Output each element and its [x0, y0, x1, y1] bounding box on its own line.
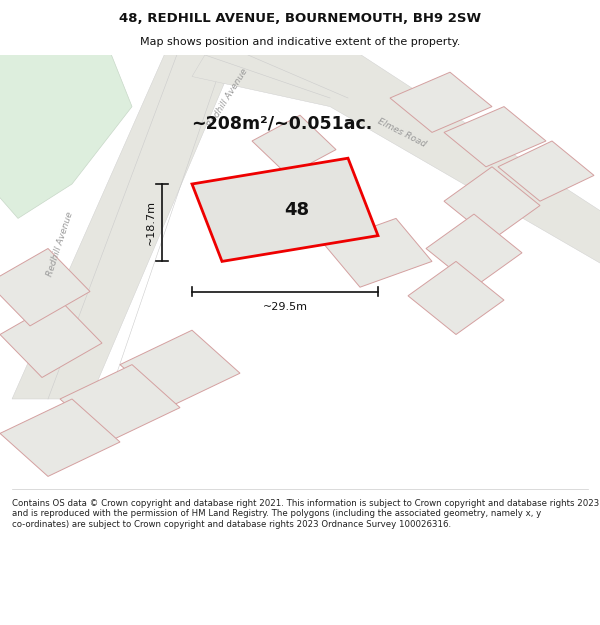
Polygon shape: [0, 399, 120, 476]
Text: Contains OS data © Crown copyright and database right 2021. This information is : Contains OS data © Crown copyright and d…: [12, 499, 599, 529]
Polygon shape: [426, 214, 522, 288]
Polygon shape: [444, 107, 546, 167]
Polygon shape: [498, 141, 594, 201]
Polygon shape: [12, 46, 240, 399]
Polygon shape: [120, 330, 240, 408]
Polygon shape: [324, 218, 432, 288]
Text: ~208m²/~0.051ac.: ~208m²/~0.051ac.: [191, 115, 373, 132]
Polygon shape: [0, 46, 132, 218]
Polygon shape: [390, 72, 492, 132]
Polygon shape: [0, 249, 90, 326]
Polygon shape: [0, 300, 102, 378]
Text: Redhill Avenue: Redhill Avenue: [206, 67, 250, 129]
Polygon shape: [192, 158, 378, 261]
Text: Map shows position and indicative extent of the property.: Map shows position and indicative extent…: [140, 37, 460, 47]
Text: ~18.7m: ~18.7m: [146, 200, 156, 245]
Polygon shape: [408, 261, 504, 334]
Text: ~29.5m: ~29.5m: [263, 302, 308, 312]
Text: Elmes Road: Elmes Road: [376, 116, 428, 149]
Polygon shape: [252, 115, 336, 176]
Polygon shape: [444, 167, 540, 240]
Polygon shape: [240, 176, 348, 244]
Polygon shape: [192, 46, 600, 270]
Text: 48, REDHILL AVENUE, BOURNEMOUTH, BH9 2SW: 48, REDHILL AVENUE, BOURNEMOUTH, BH9 2SW: [119, 12, 481, 25]
Text: Redhill Avenue: Redhill Avenue: [45, 211, 75, 278]
Polygon shape: [60, 364, 180, 442]
Text: 48: 48: [284, 201, 310, 219]
